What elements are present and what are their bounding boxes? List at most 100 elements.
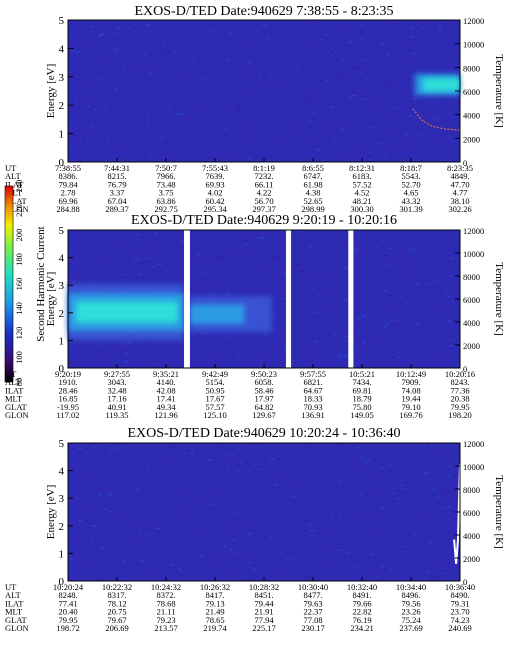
noise-cell (189, 487, 193, 489)
noise-cell (102, 77, 106, 80)
noise-cell (200, 48, 203, 51)
noise-cell (261, 332, 267, 335)
noise-cell (265, 37, 270, 39)
table-row-label: GLON (5, 204, 29, 214)
noise-cell (165, 51, 170, 53)
noise-cell (204, 498, 209, 500)
noise-cell (306, 519, 309, 522)
noise-cell (149, 342, 154, 344)
table-cell: 2.78 (61, 188, 76, 198)
noise-cell (193, 280, 197, 282)
noise-cell (259, 241, 262, 244)
noise-cell (123, 65, 126, 67)
noise-cell (413, 247, 418, 249)
noise-cell (94, 108, 97, 111)
noise-cell (388, 79, 393, 81)
noise-cell (356, 341, 361, 343)
energy-tick-label: 0 (59, 363, 65, 375)
colorbar-tick-label: 100 (14, 351, 24, 364)
noise-cell (428, 256, 433, 258)
noise-cell (434, 303, 440, 305)
noise-cell (293, 362, 298, 365)
table-cell: 63.86 (156, 196, 175, 206)
noise-cell (278, 134, 282, 137)
noise-cell (432, 488, 436, 490)
noise-cell (351, 94, 356, 97)
noise-cell (356, 88, 359, 90)
table-cell: 23.26 (401, 607, 420, 617)
noise-cell (147, 574, 152, 577)
energy-tick-label: 1 (59, 335, 65, 347)
noise-cell (255, 236, 260, 239)
noise-cell (150, 153, 153, 156)
noise-cell (156, 528, 160, 530)
noise-cell (311, 22, 316, 24)
noise-cell (407, 57, 412, 60)
noise-cell (380, 470, 384, 472)
noise-cell (229, 549, 234, 551)
noise-cell (216, 257, 222, 259)
table-row-label: MLT (5, 394, 23, 404)
noise-cell (177, 518, 181, 521)
noise-cell (426, 570, 431, 573)
table-cell: 4140. (156, 377, 175, 387)
table-cell: 18.79 (352, 394, 371, 404)
noise-cell (259, 141, 262, 143)
table-cell: 6058. (254, 377, 273, 387)
noise-cell (318, 476, 322, 478)
noise-cell (244, 575, 247, 577)
noise-cell (419, 323, 423, 325)
temperature-tick-label: 6000 (463, 508, 480, 518)
table-cell: 23.70 (450, 607, 469, 617)
noise-cell (422, 147, 426, 149)
noise-cell (122, 560, 127, 562)
noise-cell (377, 337, 382, 340)
noise-cell (208, 459, 213, 461)
table-cell: 9:50:23 (251, 369, 277, 379)
noise-cell (272, 517, 276, 519)
noise-cell (207, 156, 213, 158)
table-cell: 9:35:21 (153, 369, 179, 379)
table-cell: 8491. (352, 590, 371, 600)
noise-cell (145, 53, 149, 56)
noise-cell (314, 341, 319, 343)
noise-cell (385, 53, 390, 56)
noise-cell (250, 133, 254, 135)
noise-cell (227, 453, 231, 455)
noise-cell (162, 43, 166, 45)
noise-cell (189, 467, 195, 469)
noise-cell (260, 37, 263, 39)
noise-cell (356, 33, 361, 36)
noise-cell (197, 108, 202, 111)
temperature-tick-label: 2000 (463, 341, 480, 351)
noise-cell (336, 155, 342, 157)
noise-cell (429, 443, 434, 445)
noise-cell (308, 444, 312, 447)
table-cell: 8243. (450, 377, 469, 387)
table-row-label: GLAT (5, 615, 28, 625)
noise-cell (191, 104, 195, 106)
energy-tick-label: 2 (59, 521, 65, 533)
noise-cell (137, 273, 143, 275)
noise-cell (80, 44, 86, 46)
noise-cell (338, 516, 342, 518)
noise-cell (242, 240, 248, 242)
noise-cell (444, 60, 447, 63)
noise-cell (442, 495, 447, 497)
noise-cell (282, 477, 288, 480)
noise-cell (398, 250, 404, 253)
noise-cell (330, 106, 335, 108)
temperature-tick-label: 4000 (463, 318, 480, 328)
table-cell: 58.46 (254, 385, 273, 395)
noise-cell (154, 232, 158, 234)
noise-cell (160, 459, 164, 461)
noise-cell (209, 504, 214, 506)
noise-cell (105, 357, 109, 360)
noise-cell (305, 344, 310, 346)
temperature-tick-label: 8000 (463, 63, 480, 73)
noise-cell (231, 454, 235, 457)
noise-cell (351, 143, 357, 146)
noise-cell (444, 454, 448, 456)
noise-cell (295, 449, 301, 451)
